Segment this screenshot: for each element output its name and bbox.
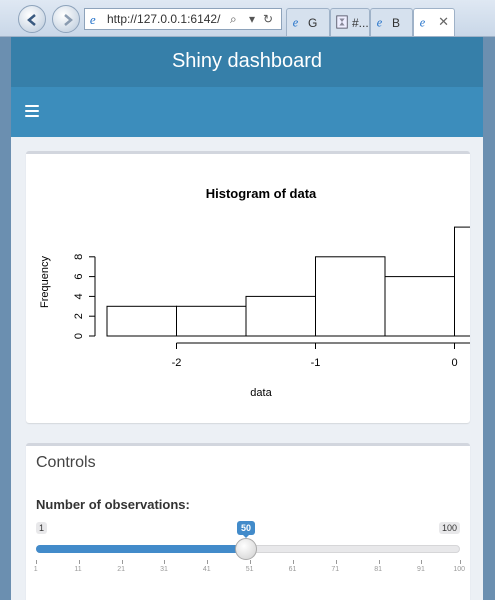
refresh-icon[interactable]: ↻	[263, 12, 274, 26]
svg-text:e: e	[90, 12, 96, 27]
svg-text:e: e	[420, 15, 426, 29]
tab-label: #...	[352, 16, 369, 30]
plot-box: Histogram of data-2-1012data02468Frequen…	[26, 151, 483, 423]
sidebar-toggle-icon[interactable]	[25, 105, 39, 117]
slider-grid-label: 51	[245, 566, 254, 573]
slider-grid-tick	[36, 560, 37, 564]
browser-tab[interactable]: e B	[370, 8, 413, 36]
histogram-chart: Histogram of data-2-1012data02468Frequen…	[39, 186, 483, 399]
dashboard-navbar	[11, 87, 483, 137]
x-tick-label: 0	[451, 357, 457, 369]
slider-grid-tick	[335, 560, 337, 564]
tab-label: B	[392, 16, 401, 30]
slider-grid-label: 71	[331, 566, 340, 573]
slider-grid-tick	[292, 560, 294, 564]
slider-label: Number of observations:	[36, 497, 190, 512]
slider-grid-tick	[460, 560, 461, 564]
svg-text:e: e	[377, 15, 383, 29]
slider-grid-tick	[421, 560, 423, 564]
browser-tab[interactable]: e G	[286, 8, 330, 36]
slider-grid-label: 61	[288, 566, 297, 573]
slider-grid-label: 1	[33, 566, 38, 573]
slider-grid-tick	[78, 560, 80, 564]
dashboard-page: Shiny dashboard Histogram of data -2 -1 0 1 2…	[11, 37, 483, 600]
forward-button[interactable]	[52, 5, 80, 33]
back-button[interactable]	[18, 5, 46, 33]
search-icon[interactable]: ⌕	[230, 12, 237, 26]
forward-arrow-icon	[64, 14, 73, 26]
back-arrow-icon	[27, 14, 36, 26]
slider-grid-label: 31	[160, 566, 168, 573]
slider-min-label: 1	[36, 522, 48, 534]
slider-grid-tick	[378, 560, 380, 564]
dropdown-arrow-icon[interactable]: ▾	[249, 12, 256, 26]
histogram-bar	[454, 226, 483, 337]
slider-grid-label: 100	[453, 566, 466, 573]
x-tick-label: -2	[172, 357, 182, 369]
slider-grid-label: 21	[117, 566, 126, 573]
dashboard-header: Shiny dashboard	[11, 37, 483, 87]
y-tick-label: 2	[73, 313, 85, 319]
browser-tab-active[interactable]: e ✕	[413, 8, 455, 36]
browser-toolbar: e http://127.0.0.1:6142/ ⌕ ▾ ↻ e G #... …	[0, 0, 495, 37]
y-tick-label: 8	[73, 254, 85, 260]
controls-title: Controls	[36, 454, 96, 471]
slider-grid-tick	[121, 560, 123, 564]
ie-page-icon: e	[90, 12, 96, 27]
y-axis-label: Frequency	[39, 256, 51, 308]
x-tick-label: -1	[311, 357, 321, 369]
slider-grid-label: 41	[202, 566, 211, 573]
slider-max-label: 100	[438, 522, 460, 534]
y-tick-label: 4	[73, 293, 85, 299]
hourglass-icon	[336, 15, 348, 29]
address-url[interactable]: http://127.0.0.1:6142/	[107, 12, 221, 26]
slider-grid-label: 11	[74, 566, 82, 573]
controls-box: Controls Number of observations: 1 100 5…	[26, 443, 470, 600]
slider-handle[interactable]	[234, 538, 257, 560]
histogram-bar	[384, 276, 455, 337]
histogram-bar	[106, 305, 177, 337]
histogram-bar	[176, 305, 247, 337]
slider-grid-label: 81	[374, 566, 383, 573]
dashboard-title: Shiny dashboard	[171, 50, 323, 72]
slider-grid-tick	[250, 560, 252, 564]
y-tick-label: 0	[73, 333, 85, 339]
svg-text:e: e	[293, 15, 299, 29]
histogram-bar	[315, 256, 386, 337]
slider-fill	[36, 545, 246, 553]
slider-grid-tick	[207, 560, 209, 564]
x-axis-label: data	[250, 387, 272, 399]
tab-label: G	[308, 16, 318, 30]
chart-title: Histogram of data	[206, 186, 317, 201]
slider-grid-tick	[164, 560, 166, 564]
y-tick-label: 6	[73, 274, 85, 280]
histogram-bar	[245, 295, 316, 337]
ie-tab-icon: e	[293, 15, 299, 29]
slider-grid-label: 91	[417, 566, 425, 573]
ie-tab-icon: e	[377, 15, 383, 29]
ie-tab-icon: e	[420, 15, 426, 29]
address-bar[interactable]: e http://127.0.0.1:6142/ ⌕ ▾ ↻	[84, 8, 282, 30]
close-tab-icon[interactable]: ✕	[438, 14, 449, 29]
slider-value-label: 50	[237, 521, 256, 538]
browser-tab[interactable]: #...	[330, 8, 370, 36]
